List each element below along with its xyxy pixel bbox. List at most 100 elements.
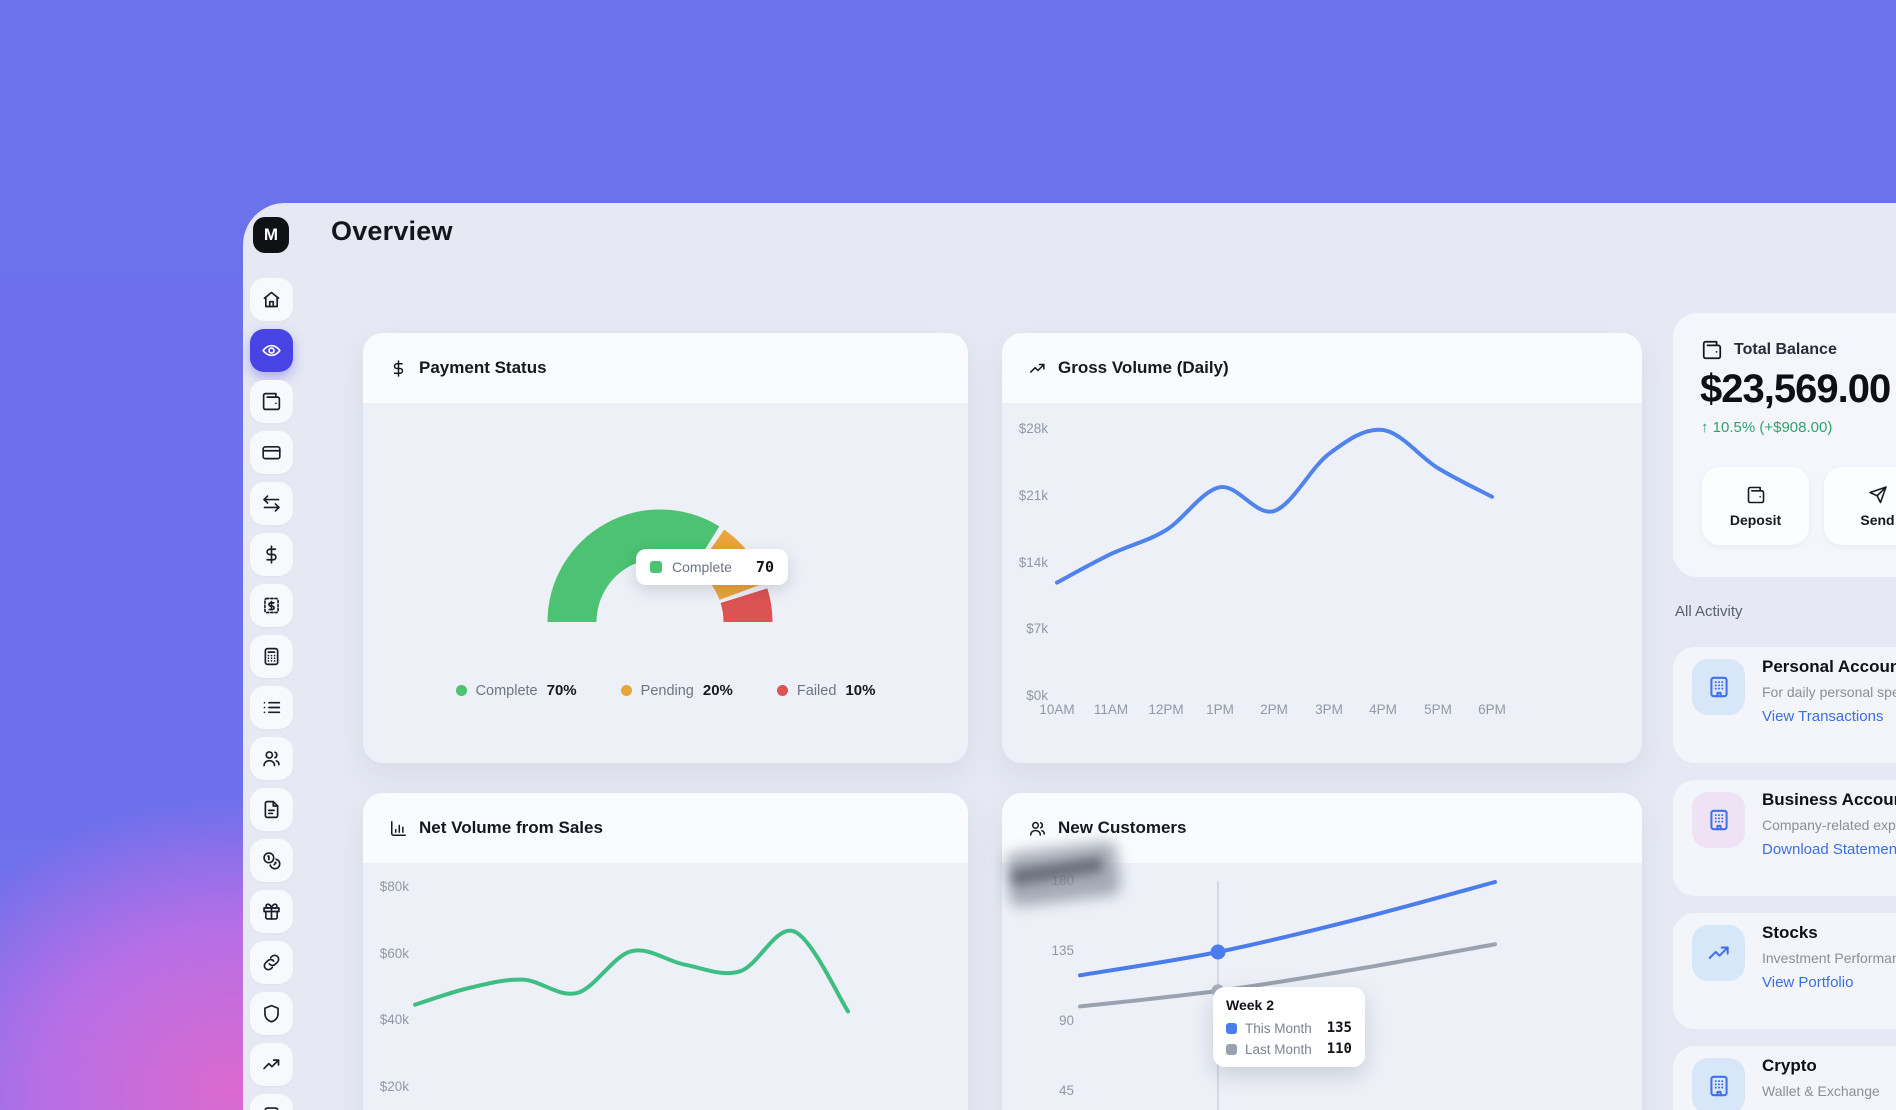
- activity-link[interactable]: View Transactions: [1762, 708, 1884, 725]
- y-axis-label: $7k: [1026, 621, 1048, 637]
- tooltip-value: 70: [755, 558, 774, 576]
- activity-subtitle: Investment Performance: [1762, 950, 1896, 966]
- sidebar-item-users[interactable]: [250, 737, 293, 780]
- total-balance-card: Total Balance $23,569.00 ↑ 10.5% (+$908.…: [1673, 313, 1896, 577]
- sidebar-item-link[interactable]: [250, 941, 293, 984]
- legend-dot: [455, 685, 467, 696]
- x-axis-label: 4PM: [1369, 702, 1397, 717]
- sidebar-item-bank[interactable]: [250, 1094, 293, 1110]
- sidebar-item-invoice[interactable]: [250, 584, 293, 627]
- coins-icon: [263, 852, 281, 870]
- y-axis-label: $28k: [1018, 421, 1048, 436]
- card-title: Payment Status: [419, 358, 547, 377]
- legend-label: Pending: [640, 682, 694, 699]
- sidebar-item-wallet[interactable]: [250, 380, 293, 423]
- wallet-icon: [1701, 339, 1723, 361]
- trending-up-icon: [1028, 359, 1047, 378]
- tooltip-label: This Month: [1245, 1020, 1312, 1036]
- sidebar-item-file[interactable]: [250, 788, 293, 831]
- sidebar-item-credit-card[interactable]: [250, 431, 293, 474]
- activity-item-crypto: Crypto Wallet & Exchange: [1673, 1046, 1896, 1110]
- card-title: Net Volume from Sales: [419, 818, 603, 837]
- chart-canvas: [547, 509, 773, 623]
- users-icon: [1030, 821, 1045, 836]
- tooltip-swatch: [1226, 1043, 1237, 1055]
- week-tooltip: Week 2 This Month 135 Last Month 110: [1213, 987, 1365, 1067]
- sidebar-item-shield[interactable]: [250, 992, 293, 1035]
- bar-chart-icon: [391, 820, 406, 836]
- activity-item-personal-account: Personal Account For daily personal spend…: [1673, 647, 1896, 763]
- card-header: Payment Status: [363, 333, 968, 403]
- x-axis-label: 10AM: [1039, 702, 1075, 717]
- new-customers-line-chart[interactable]: Week 2 This Month 135 Last Month 110 180…: [1002, 863, 1642, 1110]
- activity-subtitle: For daily personal spending: [1762, 684, 1896, 700]
- tooltip-row: This Month 135: [1226, 1020, 1352, 1036]
- legend-item-pending: Pending 20%: [620, 682, 733, 699]
- send-button-label: Send: [1860, 511, 1895, 528]
- wallet-icon: [262, 392, 281, 411]
- total-balance-label: Total Balance: [1734, 341, 1837, 358]
- activity-link[interactable]: View Portfolio: [1762, 974, 1854, 991]
- payment-status-gauge-chart[interactable]: Complete 70 Complete 70% Pending 20% Failed 1…: [363, 403, 968, 763]
- data-point-marker: [1210, 944, 1226, 960]
- activity-item-stocks: Stocks Investment Performance View Portfol…: [1673, 913, 1896, 1029]
- sidebar-item-coins[interactable]: [250, 839, 293, 882]
- transfer-icon: [263, 495, 280, 512]
- activity-icon-tile: [1692, 659, 1745, 715]
- activity-link[interactable]: Download Statements: [1762, 841, 1896, 858]
- sidebar-item-gift[interactable]: [250, 890, 293, 933]
- activity-title: Business Account: [1762, 790, 1896, 809]
- activity-subtitle: Company-related expenses: [1762, 817, 1896, 833]
- tooltip-row: Last Month 110: [1226, 1041, 1352, 1057]
- card-header: Net Volume from Sales: [363, 793, 968, 863]
- send-icon: [1868, 485, 1887, 503]
- x-axis-label: 5PM: [1424, 702, 1452, 717]
- sidebar-item-home[interactable]: [250, 278, 293, 321]
- tooltip-label: Last Month: [1245, 1041, 1312, 1057]
- users-icon: [1028, 819, 1047, 838]
- net-volume-line-chart[interactable]: $80k $60k $40k $20k: [363, 863, 968, 1110]
- card-title: Gross Volume (Daily): [1058, 358, 1229, 377]
- gross-volume-line-chart[interactable]: $28k $21k $14k $7k $0k 10AM 11AM 12PM 1PM 2PM 3PM 4…: [1002, 403, 1642, 763]
- chart-canvas: [413, 928, 850, 1014]
- bar-chart-icon: [389, 819, 408, 838]
- send-button[interactable]: Send: [1824, 467, 1896, 545]
- home-icon: [263, 291, 280, 308]
- sidebar-item-list[interactable]: [250, 686, 293, 729]
- tooltip-value: 135: [1326, 1020, 1352, 1036]
- tooltip-label: Complete: [672, 559, 732, 575]
- total-balance-amount: $23,569.00: [1700, 367, 1891, 411]
- y-axis-label: 90: [1058, 1013, 1074, 1028]
- sidebar-item-trending-up[interactable]: [250, 1043, 293, 1086]
- sidebar-item-calculator[interactable]: [250, 635, 293, 678]
- wallet-icon: [1747, 486, 1764, 503]
- trending-up-icon: [1708, 946, 1729, 959]
- eye-icon: [262, 344, 281, 357]
- card-header: New Customers: [1002, 793, 1642, 863]
- deposit-button[interactable]: Deposit: [1702, 467, 1809, 545]
- line-series-this-month: [1078, 880, 1497, 978]
- sidebar-item-eye[interactable]: [250, 329, 293, 372]
- sidebar-item-transfer[interactable]: [250, 482, 293, 525]
- deposit-button-label: Deposit: [1729, 511, 1782, 528]
- card-header: Gross Volume (Daily): [1002, 333, 1642, 403]
- trending-up-icon: [1030, 363, 1045, 373]
- card-title: New Customers: [1058, 818, 1187, 837]
- tooltip-swatch: [650, 561, 662, 573]
- activity-title: Personal Account: [1762, 657, 1896, 676]
- sidebar-item-dollar[interactable]: [250, 533, 293, 576]
- x-axis-label: 6PM: [1478, 702, 1506, 717]
- calculator-icon: [264, 647, 279, 666]
- gauge-segment-failed: [720, 588, 773, 623]
- chart-canvas: [1078, 880, 1497, 1110]
- tooltip-value: 110: [1326, 1041, 1352, 1057]
- activity-item-business-account: Business Account Company-related expenses…: [1673, 780, 1896, 896]
- activity-title: Stocks: [1762, 923, 1818, 942]
- all-activity-heading: All Activity: [1675, 603, 1743, 620]
- y-axis-label: 135: [1051, 943, 1074, 958]
- legend-label: Failed: [796, 682, 837, 699]
- users-icon: [263, 751, 280, 767]
- credit-card-icon: [262, 445, 281, 460]
- app-logo: M: [253, 217, 289, 253]
- dollar-icon: [393, 359, 404, 377]
